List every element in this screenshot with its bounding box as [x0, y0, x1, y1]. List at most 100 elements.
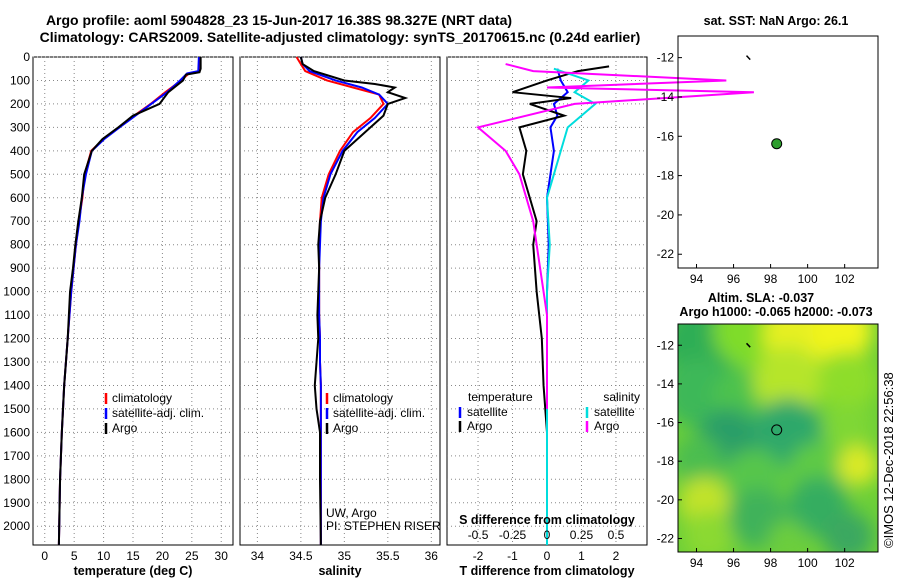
legend-label: Argo	[594, 419, 620, 433]
map-x-tick-label: 100	[798, 272, 818, 286]
map-x-tick-label: 98	[764, 272, 778, 286]
temperature-panel: 0100200300400500600700800900100011001200…	[3, 50, 234, 578]
depth-tick-label: 1600	[3, 425, 30, 439]
depth-tick-label: 2000	[3, 519, 30, 533]
x-tick-label: 0	[544, 549, 551, 563]
x-tick-label: 10	[97, 549, 111, 563]
depth-tick-label: 100	[10, 73, 30, 87]
map-x-tick-label: 100	[798, 556, 818, 570]
depth-tick-label: 1800	[3, 472, 30, 486]
map-y-tick-label: -20	[657, 493, 675, 507]
legend-label: satellite	[467, 405, 508, 419]
annotation-label: UW, Argo	[326, 506, 377, 520]
x-axis-label: T difference from climatology	[459, 564, 634, 578]
depth-tick-label: 600	[10, 191, 30, 205]
depth-tick-label: 1200	[3, 332, 30, 346]
map-y-tick-label: -16	[657, 416, 675, 430]
x-tick-label: 15	[126, 549, 140, 563]
map-y-tick-label: -20	[657, 208, 675, 222]
heatmap-field	[678, 324, 878, 552]
x-tick-label: 20	[156, 549, 170, 563]
map-y-tick-label: -16	[657, 129, 675, 143]
map-y-tick-label: -14	[657, 90, 675, 104]
legend-label: Argo	[467, 419, 493, 433]
s-axis-title: S difference from climatology	[459, 513, 635, 527]
heatmap-cell	[823, 401, 873, 452]
map-x-tick-label: 102	[835, 556, 855, 570]
annotation-label: PI: STEPHEN RISER	[326, 519, 441, 533]
x-tick-label: 1	[578, 549, 585, 563]
x-axis-label: temperature (deg C)	[74, 564, 193, 578]
x-tick-label: 5	[71, 549, 78, 563]
map-y-tick-label: -22	[657, 531, 675, 545]
legend-label: satellite	[594, 405, 635, 419]
title-line2: Climatology: CARS2009. Satellite-adjuste…	[40, 29, 641, 45]
x-tick-label: 0	[41, 549, 48, 563]
difference-panel: -2 -1 0 1 2T difference from climatology temp…	[446, 56, 754, 578]
x-tick-label: 35.5	[376, 549, 400, 563]
x-tick-label: 2	[613, 549, 620, 563]
series-line-satellite-adj-clim-	[57, 56, 200, 546]
x-tick-label: -1	[507, 549, 518, 563]
depth-tick-label: 1400	[3, 378, 30, 392]
depth-tick-label: 0	[23, 50, 30, 64]
heatmap-cell	[678, 435, 723, 486]
map-y-tick-label: -18	[657, 169, 675, 183]
legend-title-temperature: temperature	[468, 390, 533, 404]
s-tick-label: -0.5	[468, 528, 489, 542]
heatmap-cell	[753, 346, 823, 416]
s-tick-label: 0.5	[608, 528, 625, 542]
sst-map-panel: 94 96 98 100 102 -12 -14 -16 -18 -20 -22 sat. SST: …	[657, 14, 879, 286]
heatmap-blobs	[678, 324, 878, 552]
heatmap-cell	[683, 511, 733, 552]
depth-tick-label: 500	[10, 167, 30, 181]
s-tick-label: 0.25	[570, 528, 594, 542]
heatmap-cell	[818, 351, 878, 411]
argo-position-marker	[771, 424, 783, 436]
map-frame	[677, 323, 879, 553]
map-x-tick-label: 94	[690, 556, 704, 570]
depth-tick-label: 1100	[4, 308, 30, 322]
series-line-s-argo	[475, 63, 754, 409]
depth-tick-label: 800	[10, 238, 30, 252]
depth-tick-label: 1700	[3, 449, 30, 463]
argo-track	[745, 342, 751, 348]
map-subtitle-sla: Argo h1000: -0.065 h2000: -0.073	[679, 305, 872, 319]
heatmap-cell	[823, 511, 873, 552]
depth-tick-label: 900	[10, 261, 30, 275]
series-line-argo	[299, 56, 409, 546]
map-y-tick-label: -18	[657, 454, 675, 468]
map-title-sla: Altim. SLA: -0.037	[708, 291, 814, 305]
legend-label: climatology	[112, 391, 172, 405]
series-line-s-satellite	[545, 67, 598, 545]
x-tick-label: -2	[473, 549, 484, 563]
map-y-tick-label: -22	[657, 247, 675, 261]
depth-tick-label: 1300	[3, 355, 30, 369]
depth-tick-label: 1900	[3, 496, 30, 510]
argo-track	[745, 55, 751, 61]
x-tick-label: 34.5	[289, 549, 313, 563]
depth-tick-label: 300	[10, 120, 30, 134]
map-x-tick-label: 96	[727, 556, 741, 570]
map-y-tick-label: -12	[657, 51, 675, 65]
legend-label: Argo	[112, 421, 138, 435]
map-title-sst: sat. SST: NaN Argo: 26.1	[704, 14, 849, 28]
x-tick-label: 34	[251, 549, 265, 563]
depth-tick-label: 400	[10, 144, 30, 158]
x-tick-label: 30	[215, 549, 229, 563]
legend-label: Argo	[333, 421, 359, 435]
map-y-tick-label: -14	[657, 377, 675, 391]
s-tick-label: 0	[544, 528, 551, 542]
depth-tick-label: 700	[10, 214, 30, 228]
depth-tick-label: 200	[10, 97, 30, 111]
map-x-tick-label: 102	[835, 272, 855, 286]
series-line-t-argo	[512, 65, 610, 545]
sla-map-panel: 94 96 98 100 102 -12 -14 -16 -18 -20 -22 Altim. SLA…	[657, 291, 879, 570]
legend-label: satellite-adj. clim.	[112, 406, 204, 420]
map-frame	[677, 35, 879, 269]
legend-label: satellite-adj. clim.	[333, 406, 425, 420]
series-line-climatology	[57, 56, 202, 546]
salinity-panel: 34 34.5 35 35.5 36 salinity climatologysatelli…	[239, 56, 441, 578]
map-x-tick-label: 94	[690, 272, 704, 286]
imos-credit: ©IMOS 12-Dec-2018 22:56:38	[881, 372, 896, 548]
